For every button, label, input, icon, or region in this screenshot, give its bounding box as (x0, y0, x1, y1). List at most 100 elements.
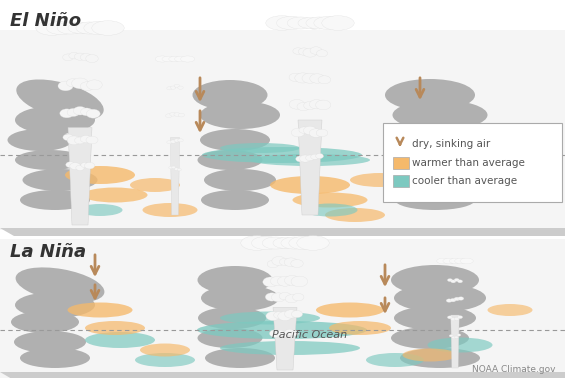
Ellipse shape (198, 266, 272, 294)
Ellipse shape (316, 100, 331, 110)
Ellipse shape (241, 236, 273, 250)
Ellipse shape (289, 236, 319, 249)
Ellipse shape (350, 173, 410, 187)
Ellipse shape (454, 260, 458, 263)
Ellipse shape (263, 277, 279, 287)
Ellipse shape (450, 262, 453, 263)
Ellipse shape (447, 316, 453, 319)
Ellipse shape (251, 236, 281, 249)
Ellipse shape (270, 176, 350, 194)
Ellipse shape (443, 258, 455, 263)
Ellipse shape (284, 258, 298, 266)
Ellipse shape (309, 23, 319, 29)
Ellipse shape (178, 86, 183, 89)
Ellipse shape (76, 25, 85, 31)
Ellipse shape (458, 297, 464, 300)
Ellipse shape (68, 23, 92, 33)
FancyBboxPatch shape (383, 123, 562, 202)
Ellipse shape (311, 154, 319, 160)
Ellipse shape (385, 79, 475, 111)
Ellipse shape (175, 56, 188, 62)
Ellipse shape (86, 54, 98, 62)
Ellipse shape (299, 155, 311, 162)
Ellipse shape (135, 353, 195, 367)
Ellipse shape (200, 101, 280, 129)
Ellipse shape (457, 334, 461, 336)
Ellipse shape (284, 310, 298, 318)
Ellipse shape (301, 20, 311, 27)
Ellipse shape (23, 169, 98, 191)
Ellipse shape (162, 56, 176, 62)
Ellipse shape (285, 295, 298, 303)
Ellipse shape (309, 129, 323, 138)
Ellipse shape (15, 292, 95, 318)
Bar (393, 157, 409, 169)
Ellipse shape (318, 76, 331, 84)
Ellipse shape (16, 79, 104, 121)
Text: dry, sinking air: dry, sinking air (412, 139, 490, 149)
Ellipse shape (200, 129, 270, 151)
Ellipse shape (86, 109, 100, 118)
Ellipse shape (310, 74, 325, 83)
Ellipse shape (82, 187, 147, 203)
Ellipse shape (457, 260, 460, 262)
Polygon shape (451, 315, 459, 368)
Ellipse shape (86, 80, 102, 90)
Ellipse shape (277, 276, 293, 286)
Ellipse shape (57, 22, 84, 34)
Ellipse shape (84, 163, 95, 169)
Ellipse shape (140, 344, 190, 356)
Ellipse shape (391, 265, 479, 295)
Ellipse shape (270, 330, 281, 337)
Ellipse shape (288, 240, 298, 247)
Polygon shape (171, 138, 180, 215)
Ellipse shape (69, 163, 81, 170)
Ellipse shape (46, 21, 76, 35)
Ellipse shape (271, 293, 285, 302)
Ellipse shape (295, 156, 305, 162)
Ellipse shape (197, 321, 367, 339)
Ellipse shape (302, 203, 358, 217)
Ellipse shape (174, 168, 179, 170)
Ellipse shape (198, 328, 263, 348)
Text: Pacific Ocean: Pacific Ocean (272, 330, 347, 340)
Ellipse shape (450, 298, 456, 302)
Ellipse shape (391, 327, 469, 349)
Ellipse shape (458, 316, 463, 319)
Ellipse shape (316, 302, 384, 318)
Text: El Niño: El Niño (10, 12, 81, 30)
Ellipse shape (85, 332, 155, 348)
Ellipse shape (297, 236, 329, 250)
Ellipse shape (205, 348, 275, 368)
Ellipse shape (178, 113, 184, 117)
Ellipse shape (322, 16, 354, 30)
Ellipse shape (287, 17, 314, 29)
Ellipse shape (201, 285, 279, 311)
Ellipse shape (273, 311, 284, 319)
Bar (393, 175, 409, 187)
Ellipse shape (400, 348, 480, 368)
Ellipse shape (220, 341, 360, 355)
Ellipse shape (180, 56, 195, 62)
Ellipse shape (193, 80, 267, 110)
Ellipse shape (174, 84, 180, 87)
Ellipse shape (80, 54, 92, 61)
Ellipse shape (272, 257, 286, 265)
Ellipse shape (295, 73, 311, 83)
Ellipse shape (15, 106, 95, 134)
Ellipse shape (298, 18, 322, 28)
Ellipse shape (11, 311, 79, 333)
Ellipse shape (177, 169, 181, 171)
Ellipse shape (250, 154, 370, 166)
Ellipse shape (66, 162, 75, 168)
Ellipse shape (174, 139, 180, 142)
Ellipse shape (329, 321, 391, 335)
Text: La Niña: La Niña (10, 243, 86, 261)
Ellipse shape (449, 259, 461, 263)
Polygon shape (273, 307, 297, 370)
Ellipse shape (276, 241, 286, 248)
Ellipse shape (170, 112, 176, 116)
Polygon shape (0, 228, 565, 236)
Ellipse shape (454, 297, 460, 301)
Ellipse shape (66, 79, 79, 87)
